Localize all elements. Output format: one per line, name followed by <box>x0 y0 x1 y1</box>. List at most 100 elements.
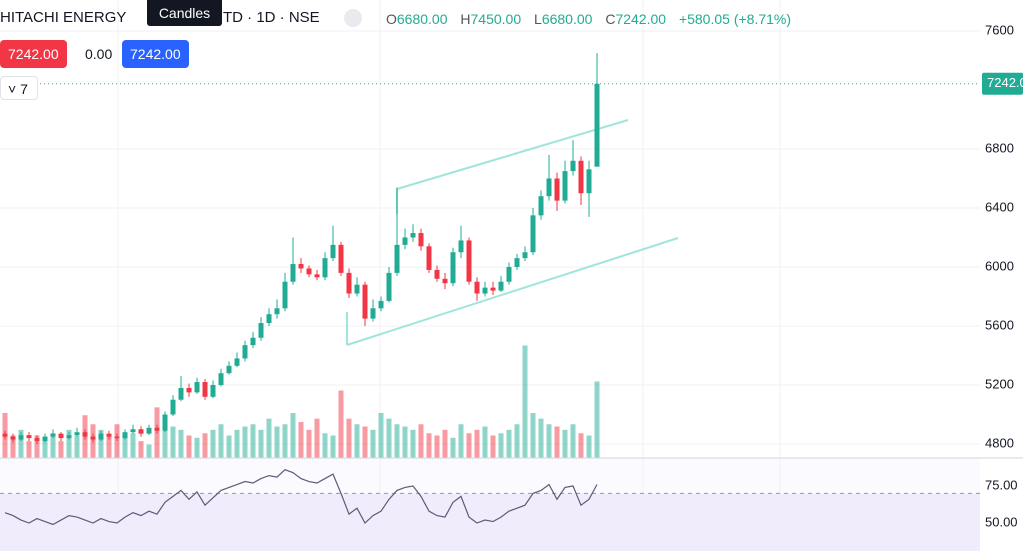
volume-bar <box>210 429 216 458</box>
under-layer <box>0 30 980 551</box>
volume-bar <box>482 426 488 458</box>
candle-body <box>426 246 432 270</box>
y-tick-label: 5600 <box>985 317 1014 332</box>
price-tag <box>982 72 1023 95</box>
volume-bar <box>594 381 600 458</box>
volume-bar <box>338 390 344 458</box>
candle-body <box>578 160 584 194</box>
candle-body <box>370 308 376 319</box>
candle-body <box>386 272 392 301</box>
legend-value: 6680.00 <box>541 11 593 27</box>
volume-bar <box>34 435 40 458</box>
candle-body <box>98 433 104 440</box>
volume-bar <box>122 437 128 458</box>
volume-bar <box>298 422 304 458</box>
volume-bar <box>178 429 184 458</box>
candle-body <box>442 278 448 284</box>
sell-button[interactable]: 7242.00 <box>0 40 67 68</box>
candle-body <box>362 284 368 319</box>
candle-body <box>522 252 528 259</box>
legend-value: 7450.00 <box>470 11 522 27</box>
y-tick-label: 5200 <box>985 376 1014 391</box>
status-icon[interactable] <box>344 9 362 27</box>
volume-bar <box>458 424 464 458</box>
volume-bar <box>514 424 520 458</box>
candle-body <box>490 287 496 291</box>
candle-body <box>226 365 232 374</box>
candle-body <box>282 281 288 309</box>
y-tick-label: 4800 <box>985 435 1014 450</box>
volume-bar <box>10 435 16 458</box>
symbol-title: HITACHI ENERGY <box>0 9 127 26</box>
legend-key: L <box>534 11 542 27</box>
candle-body <box>306 268 312 275</box>
volume-bar <box>66 429 72 458</box>
channel-lower <box>346 237 679 346</box>
candle-body <box>162 414 168 431</box>
candle-body <box>10 436 16 440</box>
volume-bar <box>466 433 472 458</box>
candle-body <box>346 272 352 294</box>
volume-bar <box>266 418 272 458</box>
volume-bar <box>50 433 56 458</box>
candle-body <box>450 252 456 284</box>
volume-bar <box>450 437 456 458</box>
volume-bar <box>242 426 248 458</box>
candle-body <box>546 178 552 197</box>
candle-body <box>26 435 32 439</box>
candle-body <box>186 387 192 393</box>
rsi-line <box>4 469 598 526</box>
volume-bar <box>442 429 448 458</box>
volume-bar <box>586 435 592 458</box>
volume-bar <box>386 418 392 458</box>
over-layer <box>0 53 980 526</box>
candle-body <box>250 337 256 346</box>
volume-bar <box>426 433 432 458</box>
volume-bar <box>362 426 368 458</box>
candle-body <box>506 266 512 282</box>
candle-body <box>130 429 136 433</box>
price-axis: 4800 5200 5600 6000 6400 6800 7600 75.00 50.00 72… <box>982 22 1023 529</box>
buy-button[interactable]: 7242.00 <box>122 40 189 68</box>
volume-bar <box>26 441 32 458</box>
volume-bar <box>146 444 152 458</box>
volume-bar <box>490 435 496 458</box>
volume-bar <box>234 429 240 458</box>
symbol-title-rest: TD · 1D · NSE <box>223 9 320 26</box>
volume-bar <box>218 424 224 458</box>
candle-body <box>242 345 248 359</box>
volume-bar <box>530 413 536 458</box>
volume-bar <box>250 424 256 458</box>
grid <box>117 0 781 551</box>
volume-bar <box>186 435 192 458</box>
candle-body <box>290 264 296 282</box>
legend-key: O <box>386 11 397 27</box>
candle-body <box>34 438 40 442</box>
legend-value: 7242.00 <box>615 11 667 27</box>
candle-body <box>482 287 488 294</box>
candle-body <box>530 215 536 253</box>
volume-bar <box>554 426 560 458</box>
candle-body <box>474 281 480 294</box>
y-tick-label: 6400 <box>985 199 1014 214</box>
candle-body <box>178 387 184 400</box>
rsi-tick-label: 50.00 <box>985 514 1018 529</box>
candle-body <box>154 427 160 431</box>
candle-body <box>338 244 344 273</box>
candle-body <box>122 432 128 439</box>
volume-bar <box>562 429 568 458</box>
volume-bar <box>98 429 104 458</box>
volume-bar <box>202 433 208 458</box>
indicator-toggle[interactable]: ˅ 7 <box>0 76 38 100</box>
volume-bar <box>506 429 512 458</box>
channel-upper <box>396 119 629 190</box>
rsi-tick-label: 75.00 <box>985 477 1018 492</box>
candle-body <box>82 432 88 437</box>
volume-bar <box>314 418 320 458</box>
volume-bar <box>370 429 376 458</box>
volume-bar <box>410 429 416 458</box>
candle-body <box>554 178 560 201</box>
candle-body <box>586 169 592 194</box>
candle-body <box>594 83 600 167</box>
indicator-count: 7 <box>20 81 28 97</box>
